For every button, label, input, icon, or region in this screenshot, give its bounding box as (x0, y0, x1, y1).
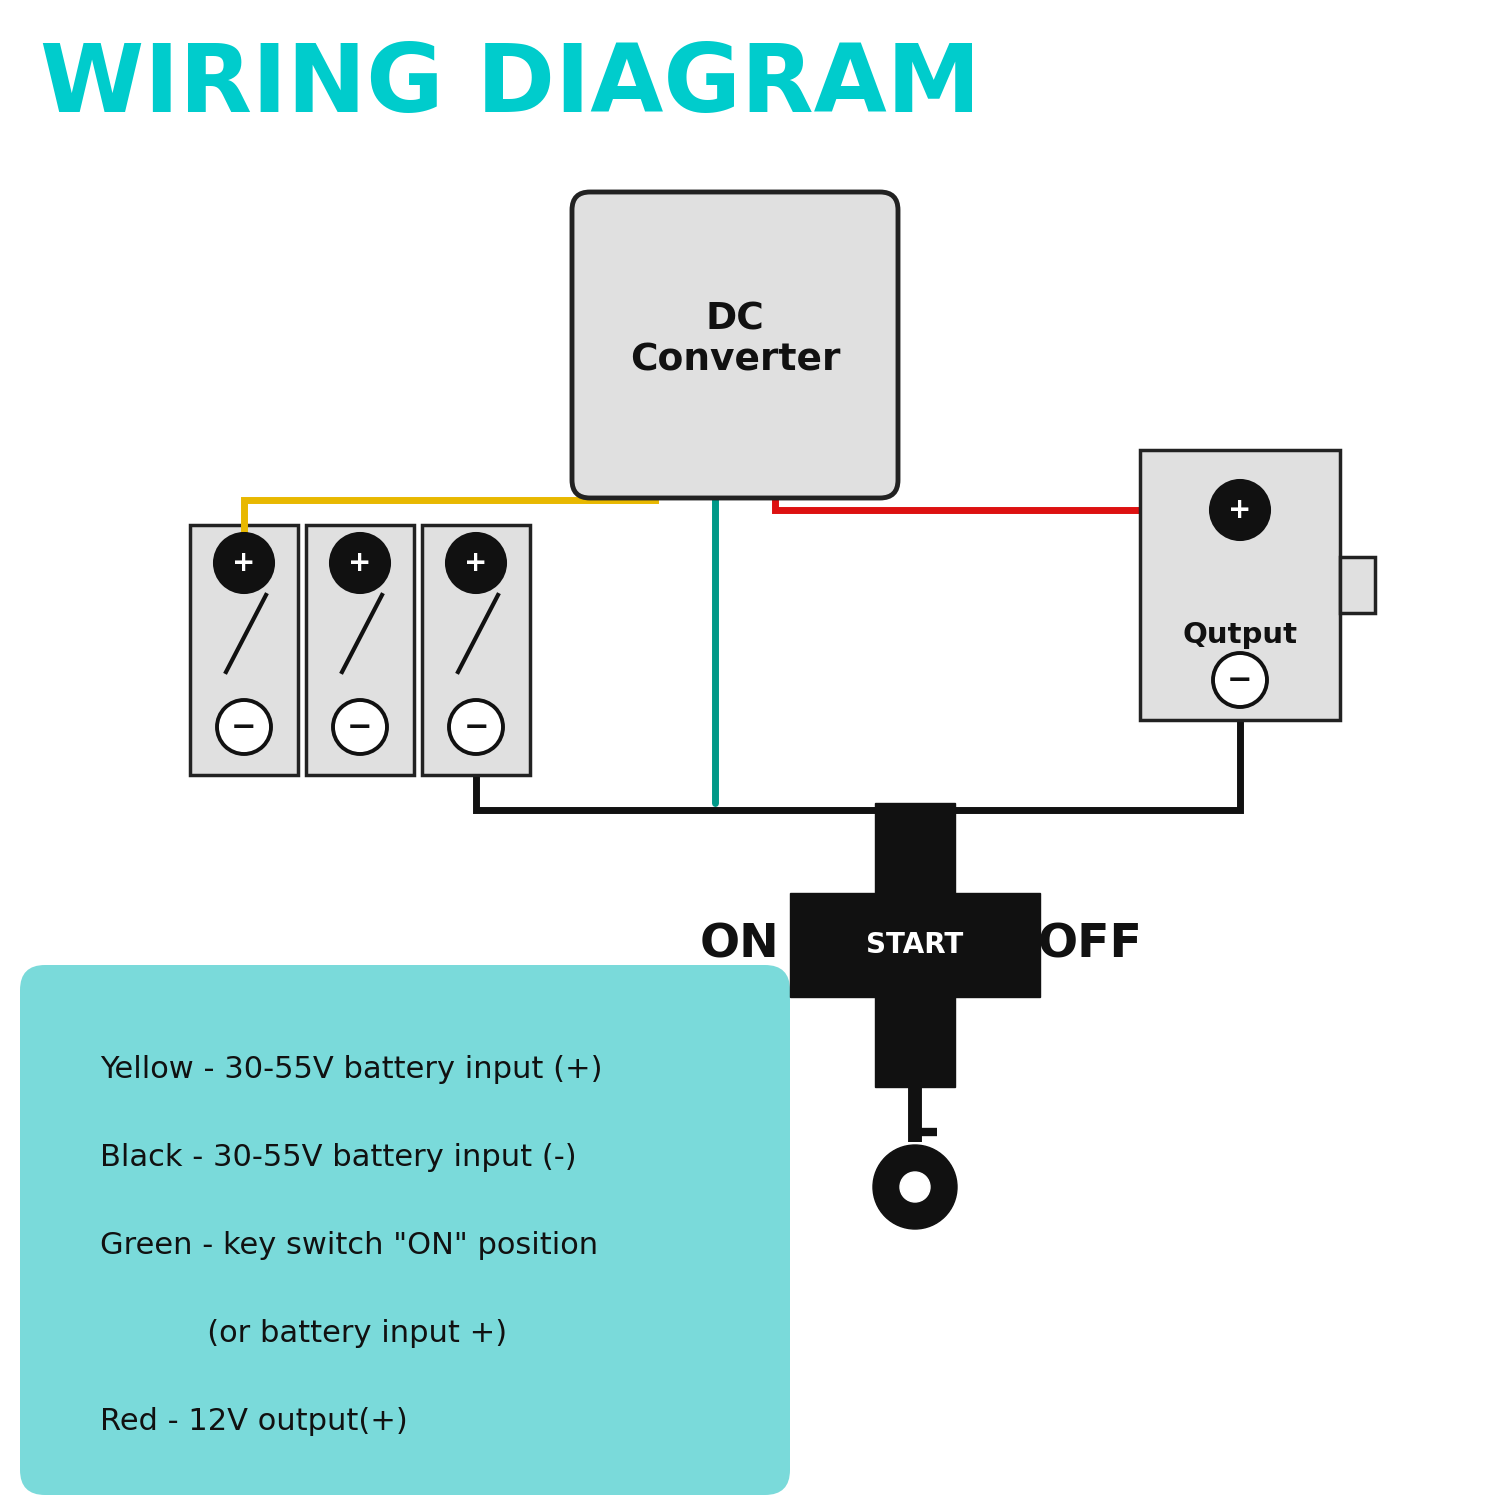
Text: (or battery input +): (or battery input +) (100, 1318, 507, 1348)
Circle shape (333, 700, 387, 754)
Text: −: − (231, 712, 256, 741)
Bar (1340, 558, 1376, 612)
Text: −: − (1227, 666, 1252, 694)
Text: −: − (464, 712, 489, 741)
Text: ON: ON (700, 922, 780, 968)
Circle shape (214, 532, 274, 592)
Text: +: + (465, 549, 488, 578)
Text: DC
Converter: DC Converter (630, 302, 840, 380)
Circle shape (873, 1144, 957, 1228)
Circle shape (1214, 652, 1267, 706)
Circle shape (448, 700, 503, 754)
Text: Black - 30-55V battery input (-): Black - 30-55V battery input (-) (100, 1143, 576, 1172)
Circle shape (1210, 480, 1270, 540)
Bar (1140, 450, 1340, 720)
Text: +: + (1228, 496, 1251, 523)
FancyBboxPatch shape (572, 192, 898, 498)
Bar (790, 892, 1040, 998)
Text: −: − (346, 712, 372, 741)
Text: Green - key switch "ON" position: Green - key switch "ON" position (100, 1232, 598, 1260)
Circle shape (446, 532, 506, 592)
Bar (422, 525, 530, 776)
Circle shape (900, 1172, 930, 1202)
Bar (874, 802, 956, 1088)
Text: Red - 12V output(+): Red - 12V output(+) (100, 1407, 408, 1436)
Text: Qutput: Qutput (1182, 621, 1298, 650)
Bar (190, 525, 298, 776)
Text: +: + (348, 549, 372, 578)
Text: OFF: OFF (1038, 922, 1143, 968)
Circle shape (330, 532, 390, 592)
Text: WIRING DIAGRAM: WIRING DIAGRAM (40, 40, 981, 132)
Text: START: START (867, 932, 963, 958)
FancyBboxPatch shape (20, 964, 790, 1496)
Circle shape (217, 700, 272, 754)
Bar (306, 525, 414, 776)
Text: Yellow - 30-55V battery input (+): Yellow - 30-55V battery input (+) (100, 1054, 603, 1084)
Text: +: + (232, 549, 255, 578)
